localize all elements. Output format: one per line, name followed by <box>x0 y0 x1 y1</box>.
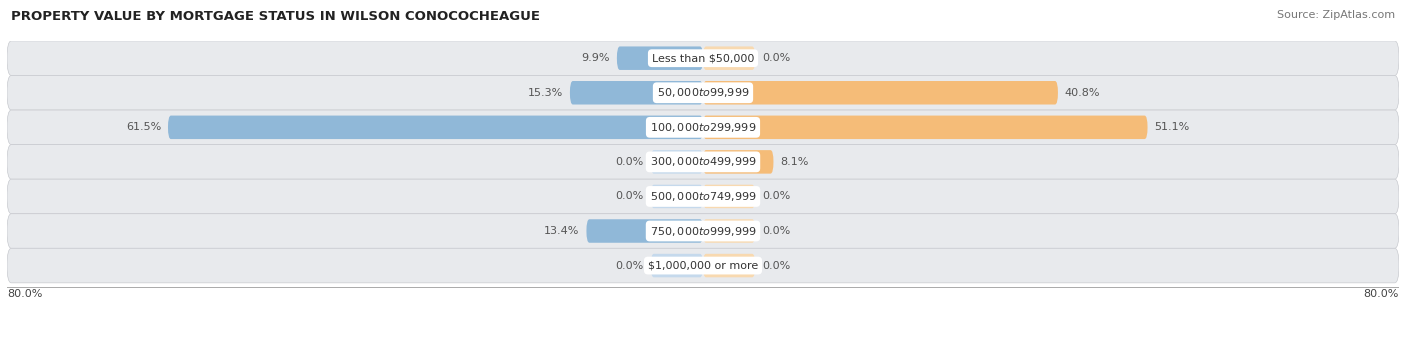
Text: 0.0%: 0.0% <box>762 191 790 202</box>
FancyBboxPatch shape <box>703 81 1057 104</box>
FancyBboxPatch shape <box>703 150 773 174</box>
FancyBboxPatch shape <box>651 150 703 174</box>
FancyBboxPatch shape <box>7 214 1399 248</box>
Text: 9.9%: 9.9% <box>582 53 610 63</box>
Text: Source: ZipAtlas.com: Source: ZipAtlas.com <box>1277 10 1395 20</box>
Text: 0.0%: 0.0% <box>762 226 790 236</box>
FancyBboxPatch shape <box>7 75 1399 110</box>
FancyBboxPatch shape <box>651 254 703 277</box>
FancyBboxPatch shape <box>167 116 703 139</box>
Text: 0.0%: 0.0% <box>762 261 790 270</box>
FancyBboxPatch shape <box>651 185 703 208</box>
Text: 0.0%: 0.0% <box>616 157 644 167</box>
Text: 80.0%: 80.0% <box>7 289 42 299</box>
Text: $100,000 to $299,999: $100,000 to $299,999 <box>650 121 756 134</box>
FancyBboxPatch shape <box>7 41 1399 75</box>
Legend: Without Mortgage, With Mortgage: Without Mortgage, With Mortgage <box>582 339 824 341</box>
Text: 8.1%: 8.1% <box>780 157 808 167</box>
Text: $500,000 to $749,999: $500,000 to $749,999 <box>650 190 756 203</box>
Text: $300,000 to $499,999: $300,000 to $499,999 <box>650 155 756 168</box>
FancyBboxPatch shape <box>703 219 755 243</box>
FancyBboxPatch shape <box>703 185 755 208</box>
FancyBboxPatch shape <box>586 219 703 243</box>
FancyBboxPatch shape <box>7 179 1399 214</box>
Text: 40.8%: 40.8% <box>1064 88 1101 98</box>
FancyBboxPatch shape <box>7 145 1399 179</box>
Text: 15.3%: 15.3% <box>527 88 562 98</box>
FancyBboxPatch shape <box>569 81 703 104</box>
Text: 61.5%: 61.5% <box>125 122 162 132</box>
Text: 13.4%: 13.4% <box>544 226 579 236</box>
Text: $1,000,000 or more: $1,000,000 or more <box>648 261 758 270</box>
Text: $750,000 to $999,999: $750,000 to $999,999 <box>650 224 756 237</box>
FancyBboxPatch shape <box>7 110 1399 145</box>
FancyBboxPatch shape <box>7 248 1399 283</box>
Text: 0.0%: 0.0% <box>616 261 644 270</box>
FancyBboxPatch shape <box>703 46 755 70</box>
Text: 0.0%: 0.0% <box>616 191 644 202</box>
FancyBboxPatch shape <box>703 254 755 277</box>
Text: 80.0%: 80.0% <box>1364 289 1399 299</box>
Text: 0.0%: 0.0% <box>762 53 790 63</box>
Text: PROPERTY VALUE BY MORTGAGE STATUS IN WILSON CONOCOCHEAGUE: PROPERTY VALUE BY MORTGAGE STATUS IN WIL… <box>11 10 540 23</box>
FancyBboxPatch shape <box>703 116 1147 139</box>
Text: Less than $50,000: Less than $50,000 <box>652 53 754 63</box>
Text: $50,000 to $99,999: $50,000 to $99,999 <box>657 86 749 99</box>
FancyBboxPatch shape <box>617 46 703 70</box>
Text: 51.1%: 51.1% <box>1154 122 1189 132</box>
